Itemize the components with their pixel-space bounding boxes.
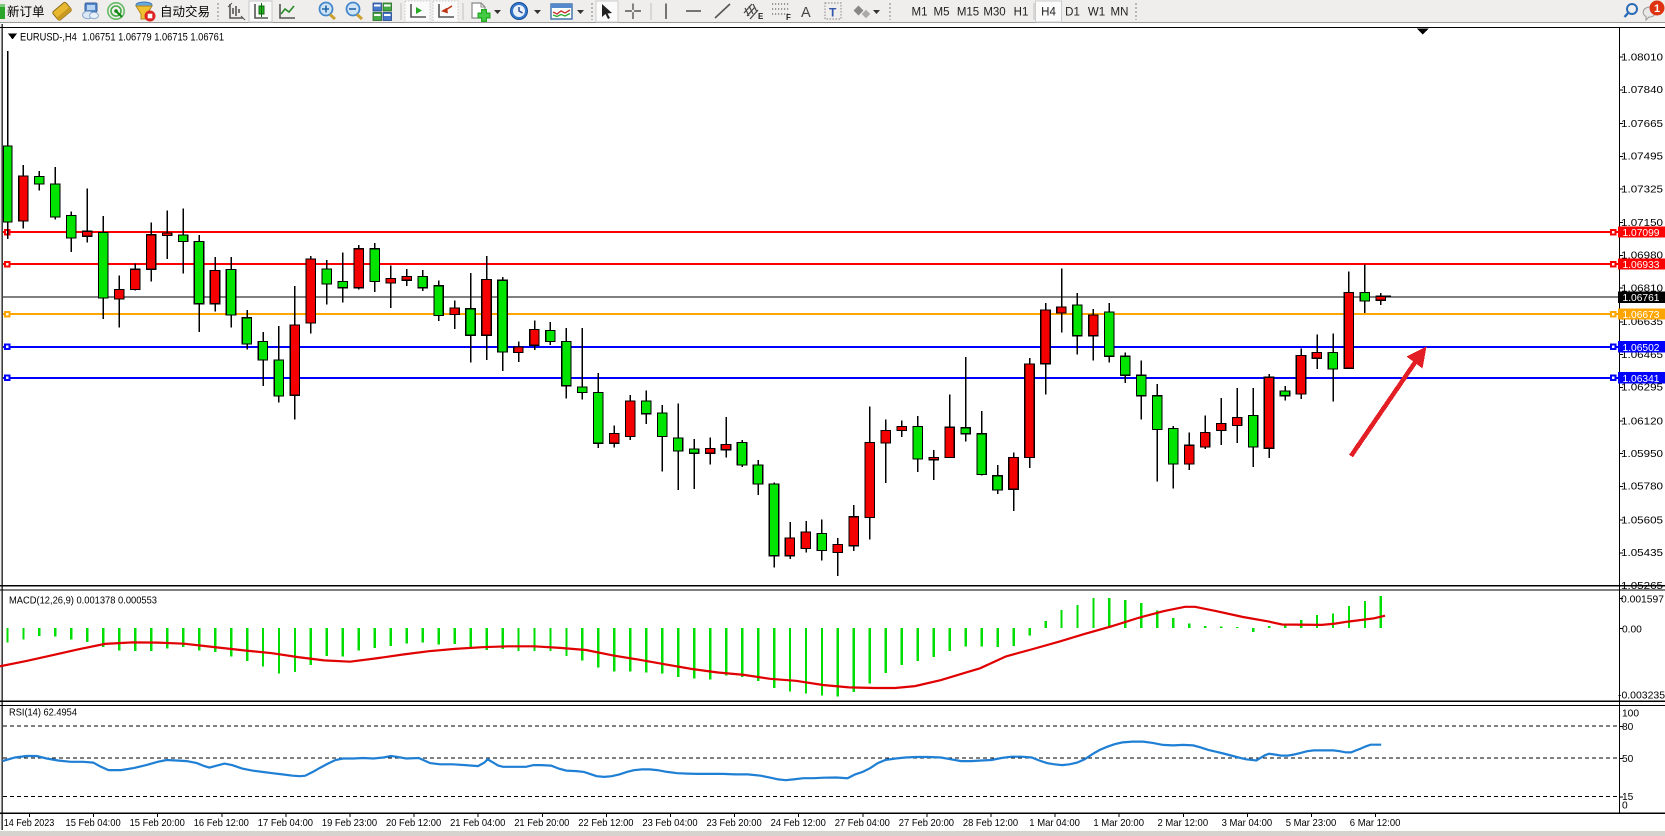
svg-text:1.05265: 1.05265 bbox=[1621, 581, 1663, 592]
svg-text:21 Feb 20:00: 21 Feb 20:00 bbox=[514, 818, 570, 829]
svg-text:1.06933: 1.06933 bbox=[1623, 260, 1660, 271]
svg-text:1.06810: 1.06810 bbox=[1621, 283, 1663, 294]
svg-text:M15: M15 bbox=[957, 7, 979, 19]
svg-text:50: 50 bbox=[1622, 754, 1634, 765]
svg-text:1.07325: 1.07325 bbox=[1621, 184, 1663, 195]
svg-text:1.07495: 1.07495 bbox=[1621, 152, 1663, 163]
svg-text:1.07665: 1.07665 bbox=[1621, 119, 1663, 130]
svg-text:MN: MN bbox=[1111, 7, 1129, 19]
svg-text:1.06295: 1.06295 bbox=[1621, 383, 1663, 394]
svg-text:EURUSD-,H4 1.06751 1.06779 1.: EURUSD-,H4 1.06751 1.06779 1.06715 1.067… bbox=[20, 32, 224, 44]
svg-text:1.05780: 1.05780 bbox=[1621, 482, 1663, 493]
svg-text:24 Feb 12:00: 24 Feb 12:00 bbox=[771, 818, 827, 829]
svg-text:28 Feb 12:00: 28 Feb 12:00 bbox=[963, 818, 1019, 829]
svg-text:1: 1 bbox=[1654, 3, 1660, 15]
svg-text:1.06635: 1.06635 bbox=[1621, 317, 1663, 328]
svg-text:1.06980: 1.06980 bbox=[1621, 251, 1663, 262]
svg-text:80: 80 bbox=[1622, 722, 1634, 733]
svg-text:自动交易: 自动交易 bbox=[160, 4, 210, 19]
svg-text:A: A bbox=[801, 5, 811, 21]
svg-text:H4: H4 bbox=[1041, 7, 1056, 19]
svg-text:M1: M1 bbox=[912, 7, 928, 19]
svg-text:100: 100 bbox=[1622, 709, 1639, 720]
svg-text:19 Feb 23:00: 19 Feb 23:00 bbox=[322, 818, 378, 829]
svg-text:W1: W1 bbox=[1088, 7, 1105, 19]
svg-text:1.06465: 1.06465 bbox=[1621, 350, 1663, 361]
svg-text:5 Mar 23:00: 5 Mar 23:00 bbox=[1286, 818, 1337, 829]
svg-text:1 Mar 20:00: 1 Mar 20:00 bbox=[1093, 818, 1144, 829]
svg-text:-0.003235: -0.003235 bbox=[1618, 690, 1665, 701]
svg-text:0.00: 0.00 bbox=[1622, 624, 1642, 635]
svg-text:1.06341: 1.06341 bbox=[1623, 374, 1660, 385]
svg-text:20 Feb 12:00: 20 Feb 12:00 bbox=[386, 818, 442, 829]
svg-text:27 Feb 20:00: 27 Feb 20:00 bbox=[899, 818, 955, 829]
svg-text:1.05950: 1.05950 bbox=[1621, 449, 1663, 460]
svg-text:1.07150: 1.07150 bbox=[1621, 218, 1663, 229]
svg-text:16 Feb 12:00: 16 Feb 12:00 bbox=[194, 818, 250, 829]
svg-text:M30: M30 bbox=[983, 7, 1005, 19]
svg-text:1 Mar 04:00: 1 Mar 04:00 bbox=[1029, 818, 1080, 829]
svg-text:H1: H1 bbox=[1014, 7, 1029, 19]
svg-text:17 Feb 04:00: 17 Feb 04:00 bbox=[258, 818, 314, 829]
svg-text:1.06673: 1.06673 bbox=[1623, 310, 1660, 321]
svg-text:23 Feb 04:00: 23 Feb 04:00 bbox=[642, 818, 698, 829]
svg-text:14 Feb 2023: 14 Feb 2023 bbox=[4, 818, 55, 829]
svg-text:E: E bbox=[758, 12, 764, 21]
svg-text:0: 0 bbox=[1622, 801, 1628, 812]
svg-text:27 Feb 04:00: 27 Feb 04:00 bbox=[835, 818, 891, 829]
svg-text:F: F bbox=[786, 13, 791, 22]
svg-text:2 Mar 12:00: 2 Mar 12:00 bbox=[1158, 818, 1209, 829]
svg-text:21 Feb 04:00: 21 Feb 04:00 bbox=[450, 818, 506, 829]
svg-text:0.001597: 0.001597 bbox=[1621, 594, 1664, 605]
svg-text:1.05435: 1.05435 bbox=[1621, 548, 1663, 559]
svg-text:1.07099: 1.07099 bbox=[1623, 228, 1660, 239]
svg-text:T: T bbox=[829, 6, 837, 20]
svg-text:1.06761: 1.06761 bbox=[1623, 293, 1660, 304]
svg-text:新订单: 新订单 bbox=[7, 4, 45, 19]
svg-text:23 Feb 20:00: 23 Feb 20:00 bbox=[707, 818, 763, 829]
svg-text:3 Mar 04:00: 3 Mar 04:00 bbox=[1222, 818, 1273, 829]
svg-text:D1: D1 bbox=[1065, 7, 1080, 19]
svg-text:6 Mar 12:00: 6 Mar 12:00 bbox=[1350, 818, 1401, 829]
svg-text:22 Feb 12:00: 22 Feb 12:00 bbox=[578, 818, 634, 829]
svg-text:1.06502: 1.06502 bbox=[1623, 343, 1660, 354]
svg-text:1.05605: 1.05605 bbox=[1621, 515, 1663, 526]
svg-text:MACD(12,26,9) 0.001378 0.00055: MACD(12,26,9) 0.001378 0.000553 bbox=[9, 596, 157, 607]
svg-text:M5: M5 bbox=[934, 7, 950, 19]
svg-text:1.06120: 1.06120 bbox=[1621, 416, 1663, 427]
svg-text:1.07840: 1.07840 bbox=[1621, 85, 1663, 96]
svg-text:RSI(14) 62.4954: RSI(14) 62.4954 bbox=[9, 708, 77, 719]
svg-text:1.08010: 1.08010 bbox=[1621, 52, 1663, 63]
svg-text:15: 15 bbox=[1622, 792, 1634, 803]
svg-text:15 Feb 20:00: 15 Feb 20:00 bbox=[130, 818, 186, 829]
svg-text:15 Feb 04:00: 15 Feb 04:00 bbox=[66, 818, 122, 829]
